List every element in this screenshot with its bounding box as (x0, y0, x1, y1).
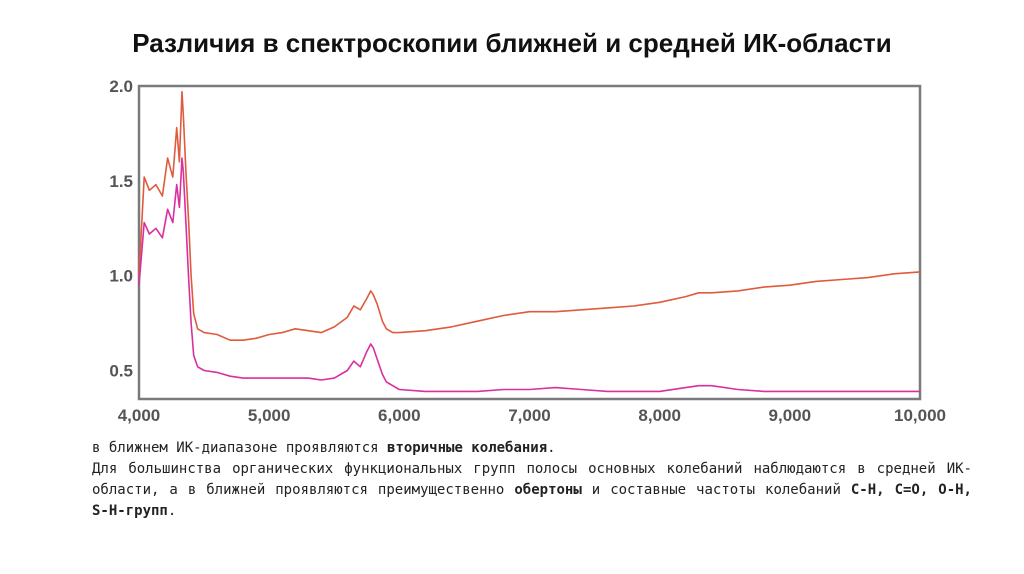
x-tick-label: 4,000 (118, 406, 161, 425)
caption-paragraph: Для большинства органических функциональ… (92, 459, 972, 522)
y-tick-label: 0.5 (109, 362, 133, 381)
caption-line-1: в ближнем ИК-диапазоне проявляются втори… (92, 438, 972, 459)
caption-paragraph-mid: и составные частоты колебаний (581, 482, 851, 498)
caption-paragraph-text: Для большинства органических функциональ… (92, 461, 972, 498)
slide-title: Различия в спектроскопии ближней и средн… (132, 28, 892, 58)
caption: в ближнем ИК-диапазоне проявляются втори… (92, 438, 972, 522)
x-tick-label: 7,000 (508, 406, 551, 425)
caption-groups: С-Н, С=О, О-Н, S-Н-групп (92, 482, 972, 519)
caption-line-1-prefix: в ближнем ИК-диапазоне проявляются (92, 440, 388, 456)
caption-overtones: обертоны (514, 482, 582, 498)
plot-frame (137, 84, 922, 401)
y-tick-label: 2.0 (109, 77, 133, 96)
x-tick-label: 6,000 (378, 406, 421, 425)
caption-line-1-suffix: . (547, 440, 556, 456)
spectrum-chart: 0.5 1.0 1.5 2.0 4,000 5,000 6,000 7,000 8,000 9,… (109, 77, 946, 425)
plot-area (137, 84, 922, 401)
x-tick-label: 5,000 (248, 406, 291, 425)
x-tick-label: 10,000 (894, 406, 946, 425)
series-line-1 (138, 90, 921, 342)
y-axis-ticks: 0.5 1.0 1.5 2.0 (109, 77, 133, 381)
x-tick-label: 9,000 (769, 406, 812, 425)
caption-secondary-vibrations: вторичные колебания (387, 440, 548, 456)
y-tick-label: 1.0 (109, 267, 133, 286)
series-line-2 (138, 157, 920, 393)
x-axis-ticks: 4,000 5,000 6,000 7,000 8,000 9,000 10,000 (118, 406, 946, 425)
y-tick-label: 1.5 (109, 172, 133, 191)
series-group (138, 90, 921, 393)
caption-paragraph-end: . (167, 503, 177, 519)
x-tick-label: 8,000 (638, 406, 681, 425)
